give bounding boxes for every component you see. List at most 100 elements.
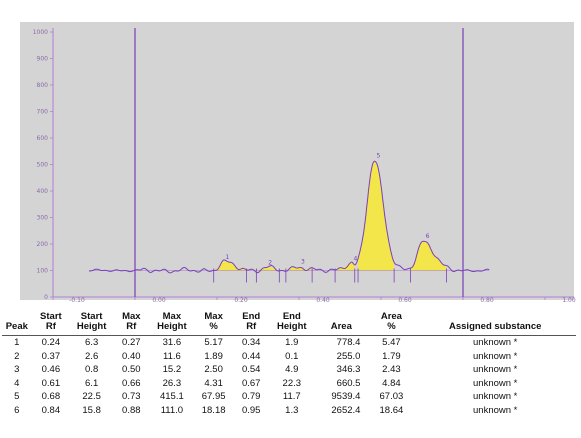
column-header-line: Peak: [5, 321, 28, 332]
peak-fill-3: [285, 267, 313, 271]
x-tick-label: 0.20: [234, 297, 248, 304]
table-cell: unknown *: [473, 404, 518, 416]
column-header-line: Max: [122, 311, 141, 322]
table-cell: 1.89: [204, 350, 223, 362]
table-cell: 5.17: [204, 337, 223, 349]
peak-label: 6: [426, 233, 430, 240]
table-cell: unknown *: [473, 391, 518, 403]
table-cell: 0.50: [122, 364, 141, 376]
peak-fill-4: [335, 262, 355, 271]
table-row: 6 0.84 15.8 0.88 111.0 18.18 0.95 1.3 2652.4 18.6…: [2, 404, 576, 418]
column-header: Area: [314, 312, 368, 336]
y-tick-label: 700: [37, 109, 49, 116]
table-cell: 1: [14, 337, 20, 349]
chart-svg: 0 100 200 300 400 500 600 700 800 900 1000 -0.10 0.0…: [20, 22, 576, 304]
table-cell: 18.18: [201, 404, 226, 416]
table-cell: 0.54: [241, 364, 261, 376]
table-cell: 0.88: [122, 404, 141, 416]
table-cell: 0.8: [85, 364, 99, 376]
table-cell: 1.9: [285, 337, 299, 349]
peak-label: 1: [226, 254, 230, 261]
table-row: 2 0.37 2.6 0.40 11.6 1.89 0.44 0.1 255.0 1.79 unkn…: [2, 350, 576, 364]
column-header-line: Rf: [126, 321, 137, 332]
table-cell: 0.73: [122, 391, 141, 403]
table-cell: unknown *: [473, 364, 518, 376]
table-row: 1 0.24 6.3 0.27 31.6 5.17 0.34 1.9 778.4 5.47 unkn…: [2, 336, 576, 350]
peak-label: 2: [268, 259, 272, 266]
column-header-line: Area: [330, 321, 352, 332]
column-header-line: Height: [277, 321, 307, 332]
table-cell: 0.68: [41, 391, 61, 403]
plot-background: [20, 22, 574, 300]
table-cell: 0.34: [241, 337, 261, 349]
table-cell: 6.3: [85, 337, 99, 349]
x-tick-label: 0.80: [480, 297, 494, 304]
table-cell: 9539.4: [331, 391, 361, 403]
column-header: Area%: [368, 312, 414, 336]
column-header-line: Start: [80, 311, 103, 322]
table-row: 3 0.46 0.8 0.50 15.2 2.50 0.54 4.9 346.3 2.43 unkn…: [2, 363, 576, 377]
table-cell: 2: [14, 350, 20, 362]
column-header: Max Height: [150, 312, 195, 336]
table-cell: 6.1: [85, 377, 99, 389]
table-cell: 2652.4: [331, 404, 361, 416]
table-cell: unknown *: [473, 350, 518, 362]
table-row: 5 0.68 22.5 0.73 415.1 67.95 0.79 11.7 9539.4 67.…: [2, 390, 576, 404]
column-header-line: Height: [157, 321, 187, 332]
table-cell: 5.47: [382, 337, 401, 349]
densitogram-curve: [89, 160, 490, 274]
table-cell: 415.1: [159, 391, 184, 403]
column-header-line: Assigned substance: [449, 321, 542, 332]
peak-table: Peak Start Rf Start Height Max Rf Max Height Max%…: [2, 312, 576, 417]
column-header-line: %: [387, 321, 396, 332]
table-cell: 0.24: [41, 337, 61, 349]
table-cell: 2.50: [204, 364, 223, 376]
table-cell: 0.61: [41, 377, 61, 389]
table-cell: 0.40: [122, 350, 141, 362]
table-cell: 4.9: [285, 364, 299, 376]
table-cell: 1.3: [285, 404, 299, 416]
table-cell: 5: [14, 391, 20, 403]
peak-label: 3: [301, 258, 305, 265]
x-tick-label: -0.10: [69, 297, 85, 304]
table-cell: 0.27: [122, 337, 141, 349]
table-cell: unknown *: [473, 377, 518, 389]
table-cell: 11.6: [162, 350, 181, 362]
table-cell: 1.79: [382, 350, 401, 362]
peak-fill-6: [410, 241, 447, 271]
y-tick-label: 600: [37, 135, 49, 142]
table-body: 1 0.24 6.3 0.27 31.6 5.17 0.34 1.9 778.4 5.47 unkn…: [2, 336, 576, 418]
table-cell: 18.64: [379, 404, 404, 416]
table-cell: 660.5: [336, 377, 361, 389]
table-cell: 15.8: [82, 404, 101, 416]
column-header-line: Rf: [246, 321, 257, 332]
table-cell: 22.3: [282, 377, 302, 389]
column-header-line: End: [282, 311, 301, 322]
table-cell: 67.95: [201, 391, 226, 403]
table-cell: unknown *: [473, 337, 518, 349]
x-tick-label: 0.40: [316, 297, 330, 304]
table-cell: 0.84: [41, 404, 61, 416]
table-cell: 0.1: [285, 350, 299, 362]
column-header: Peak: [2, 312, 32, 336]
table-cell: 67.03: [379, 391, 404, 403]
peak-fill-5: [358, 160, 395, 271]
column-header-line: Rf: [45, 321, 56, 332]
y-tick-label: 200: [37, 241, 49, 248]
table-cell: 0.44: [241, 350, 261, 362]
table-cell: 2.6: [85, 350, 99, 362]
y-tick-label: 500: [37, 162, 49, 169]
column-header: End Rf: [233, 312, 269, 336]
peak-fill-1: [213, 261, 247, 271]
peak-label: 4: [353, 256, 357, 263]
table-cell: 11.7: [282, 391, 301, 403]
y-tick-label: 400: [37, 188, 49, 195]
densitogram-chart: 0 100 200 300 400 500 600 700 800 900 1000 -0.10 0.0…: [20, 22, 576, 304]
column-header-line: Height: [76, 321, 107, 332]
table-cell: 4: [14, 377, 20, 389]
table-cell: 2.43: [382, 364, 401, 376]
table-cell: 4.84: [382, 377, 401, 389]
table-cell: 0.95: [241, 404, 261, 416]
column-header-line: %: [209, 321, 218, 332]
table-cell: 0.37: [41, 350, 61, 362]
